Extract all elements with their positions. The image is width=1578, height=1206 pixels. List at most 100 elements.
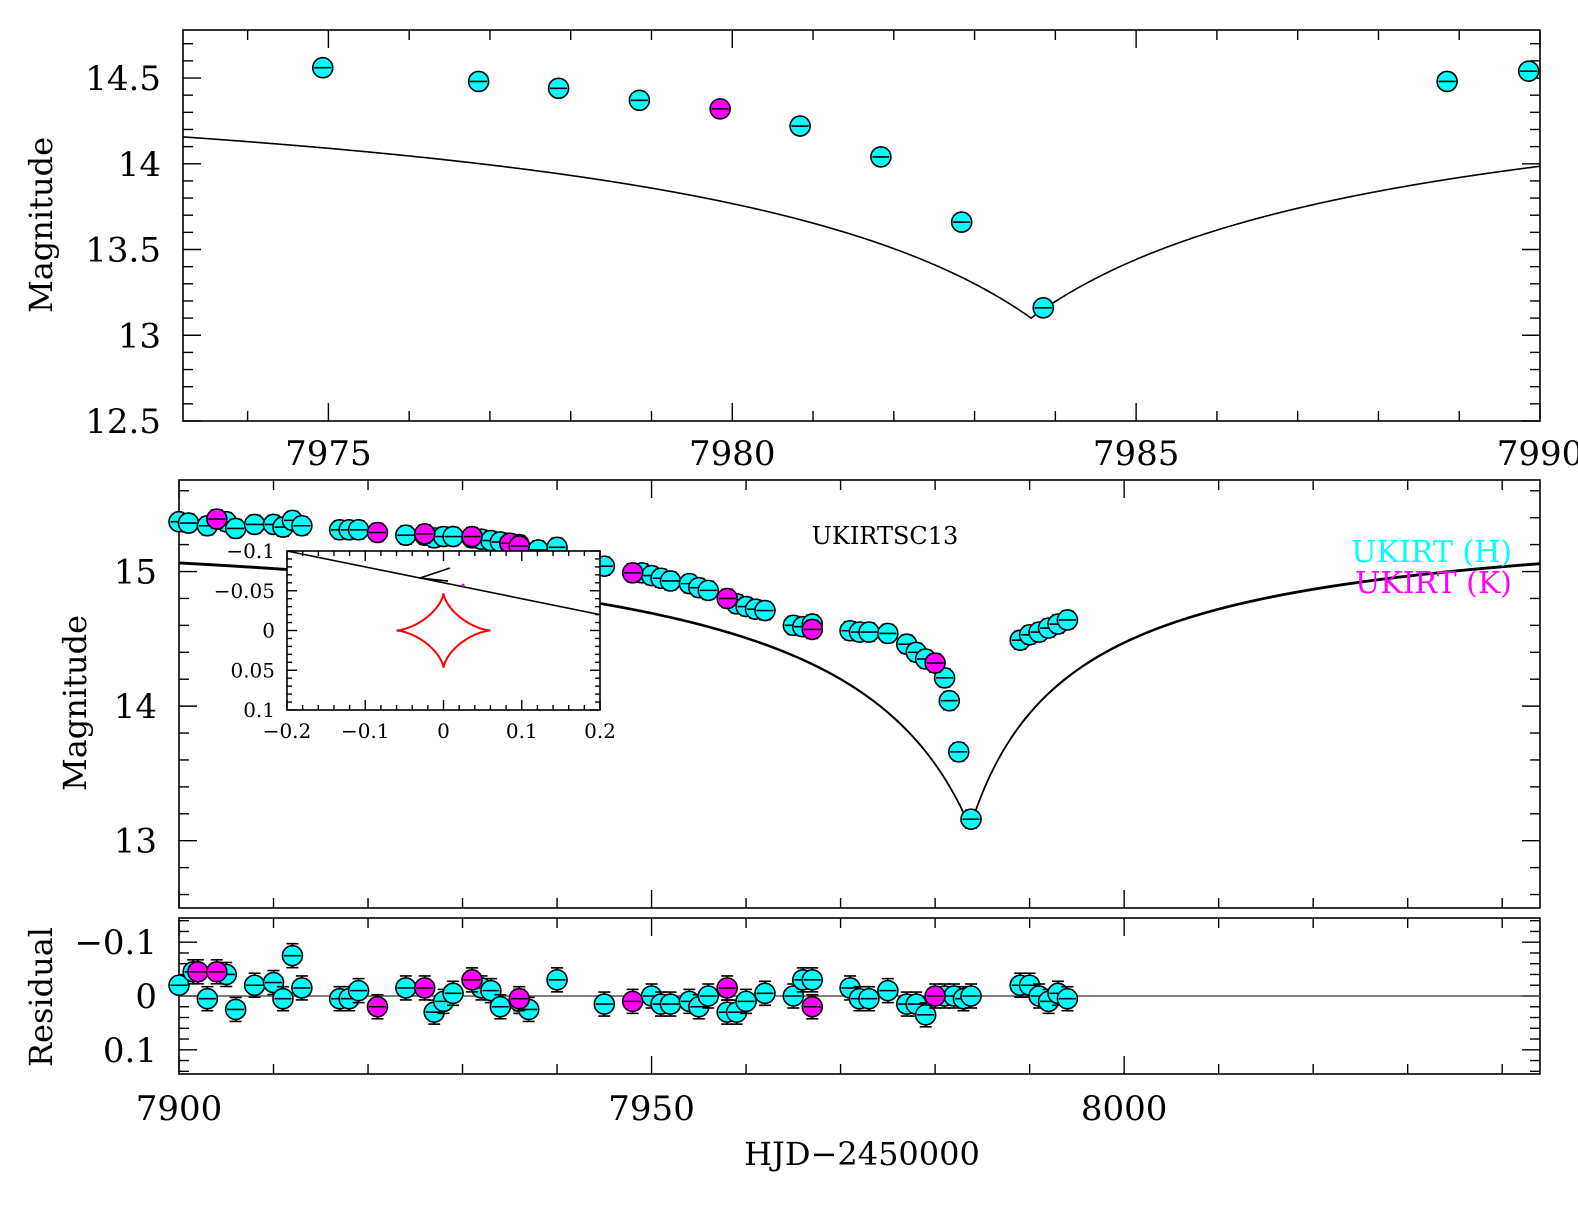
data-point-h [224, 996, 247, 1023]
residual-panel: 7900 7950 8000 0.1 0 −0.1 [74, 917, 1541, 1129]
data-point-h [395, 524, 417, 546]
data-point-h [877, 977, 899, 1004]
data-point-h [628, 89, 651, 112]
source-trajectory [286, 550, 601, 616]
data-point-k [508, 985, 531, 1012]
data-point-h [1436, 70, 1458, 93]
model-curve [183, 136, 1540, 320]
data-point-h [281, 942, 304, 969]
x-tick-label: 7980 [689, 434, 776, 474]
data-point-h [782, 983, 805, 1009]
chart-title: UKIRTSC13 [812, 522, 959, 550]
x-tick-label: 7985 [1093, 434, 1180, 474]
x-tick-label: 0 [437, 719, 450, 743]
y-tick-label: 13 [114, 822, 157, 862]
y-tick-label: −0.1 [226, 539, 275, 563]
x-tick-label: 8000 [1081, 1089, 1168, 1129]
data-point-k [801, 618, 824, 641]
y-tick-label: 0.05 [230, 658, 275, 682]
data-point-h [858, 985, 880, 1012]
data-point-h [311, 56, 334, 79]
data-point-h [1517, 60, 1540, 82]
data-point-k [716, 587, 738, 610]
data-point-h [754, 980, 776, 1007]
data-point-h [291, 975, 313, 1001]
x-tick-label: 7950 [608, 1089, 695, 1129]
data-point-k [206, 958, 228, 985]
data-point-h [735, 988, 757, 1015]
data-point-h [347, 977, 370, 1004]
y-tick-label: 13 [118, 316, 161, 356]
data-point-k [709, 98, 731, 120]
y-tick-label: 13.5 [85, 231, 161, 271]
data-point-h [659, 991, 682, 1017]
y-tick-label: 12.5 [85, 402, 161, 442]
data-point-h [877, 622, 899, 645]
plot-frame [178, 479, 1541, 909]
y-tick-label: 14.5 [85, 59, 161, 99]
trajectory-arrow [419, 567, 451, 582]
y-tick-label: 0.1 [103, 1031, 157, 1071]
data-point-h [168, 974, 190, 997]
data-point-k [621, 988, 644, 1015]
trajectory-inset: −0.2 −0.1 0 0.1 0.2 0.1 0.05 0 −0.05 −0.1 [214, 539, 616, 743]
data-point-k [924, 983, 946, 1009]
data-point-h [659, 570, 682, 592]
x-tick-label: 7900 [136, 1089, 223, 1129]
data-point-h [177, 512, 200, 534]
data-point-h [196, 985, 219, 1012]
data-point-h [1056, 985, 1079, 1012]
data-point-h [914, 1002, 937, 1028]
data-point-h [272, 985, 294, 1012]
data-point-k [366, 521, 389, 544]
data-point-h [347, 518, 370, 541]
x-tick-label: 0.1 [506, 719, 538, 743]
y-tick-label: 14 [118, 145, 161, 185]
data-point-k [461, 967, 483, 993]
data-point-k [621, 562, 644, 584]
data-point-h [789, 115, 811, 137]
data-point-k [366, 993, 389, 1020]
data-point-h [754, 599, 776, 622]
caustic-curve [396, 593, 491, 668]
plot-frame [182, 29, 1541, 422]
data-point-k [413, 523, 436, 545]
y-tick-label: 0.1 [243, 698, 275, 722]
data-point-k [206, 508, 228, 530]
data-point-h [938, 689, 961, 712]
data-point-h [858, 621, 880, 643]
zoom-y-axis-title: Magnitude [22, 137, 60, 313]
y-tick-label: −0.1 [74, 923, 157, 963]
data-point-h [442, 525, 464, 548]
data-point-h [442, 980, 464, 1007]
y-tick-label: −0.05 [214, 579, 275, 603]
x-tick-label: 7990 [1497, 434, 1578, 474]
data-point-h [243, 513, 266, 536]
y-tick-label: 15 [114, 553, 157, 593]
data-point-h [593, 991, 616, 1017]
data-point-h [870, 146, 892, 168]
y-tick-label: 0 [262, 619, 275, 643]
data-point-k [461, 525, 483, 548]
data-point-h [697, 579, 720, 602]
y-tick-label: 14 [114, 687, 157, 727]
x-tick-label: −0.2 [263, 719, 312, 743]
residual-y-axis-title: Residual [22, 927, 60, 1067]
x-tick-label: −0.1 [341, 719, 390, 743]
data-point-h [950, 211, 973, 233]
data-point-k [413, 975, 436, 1001]
data-point-k [801, 993, 824, 1020]
x-tick-label: 7975 [285, 434, 372, 474]
data-point-h [947, 741, 970, 763]
data-point-h [960, 983, 982, 1009]
full-y-axis-title: Magnitude [56, 615, 94, 791]
data-point-h [546, 967, 568, 993]
data-point-h [489, 993, 512, 1020]
data-point-h [801, 967, 824, 993]
source-marker [461, 583, 465, 587]
data-point-h [480, 977, 502, 1004]
data-point-h [1056, 609, 1079, 631]
data-point-h [291, 514, 313, 537]
data-point-h [960, 808, 982, 830]
